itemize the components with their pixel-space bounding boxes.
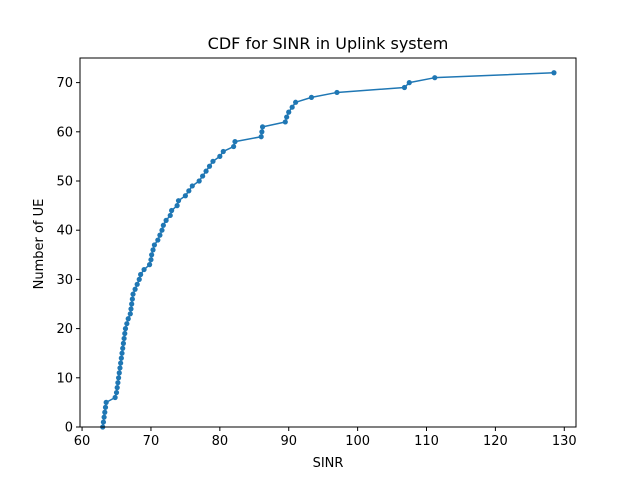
y-tick-label: 60 [56, 125, 73, 140]
data-point [112, 394, 118, 401]
data-point [129, 296, 135, 302]
data-point [182, 193, 188, 199]
data-point [189, 183, 195, 189]
data-point [169, 207, 175, 214]
y-axis-ticks: 0 10 20 30 40 50 60 70 [56, 76, 80, 436]
data-point [116, 370, 122, 376]
data-point [121, 335, 127, 342]
chart-title: CDF for SINR in Uplink system [208, 34, 449, 53]
y-tick-label: 40 [56, 224, 73, 239]
data-point [432, 75, 438, 81]
data-point [122, 330, 128, 337]
data-point [113, 389, 120, 396]
data-point [115, 375, 122, 381]
x-tick-label: 70 [143, 434, 160, 449]
y-tick-label: 30 [56, 273, 73, 288]
data-point [551, 70, 557, 76]
data-point [141, 266, 147, 273]
data-point [232, 139, 238, 145]
x-tick-label: 110 [414, 434, 439, 449]
data-point [186, 188, 192, 194]
data-point [258, 134, 264, 140]
axes-frame [79, 57, 577, 428]
data-point [117, 365, 123, 371]
data-point [128, 306, 134, 312]
plot-area [79, 57, 577, 430]
data-point [114, 385, 120, 391]
data-point [103, 399, 109, 405]
data-point [203, 168, 209, 174]
x-axis-label: SINR [313, 456, 344, 471]
data-point [100, 419, 107, 425]
data-point [148, 257, 154, 263]
data-point [284, 114, 290, 120]
data-point [118, 355, 124, 361]
data-point [220, 148, 226, 155]
data-point [118, 360, 124, 366]
data-point [157, 232, 163, 238]
data-point [406, 80, 412, 86]
data-point [159, 227, 165, 233]
data-point [150, 247, 156, 253]
data-point [124, 321, 130, 327]
data-point [286, 109, 292, 115]
data-point [155, 237, 161, 243]
y-tick-label: 20 [56, 322, 73, 337]
data-point [231, 143, 237, 150]
data-point [174, 203, 180, 209]
y-tick-label: 10 [56, 371, 73, 386]
data-point [196, 178, 202, 184]
data-point [138, 271, 144, 278]
data-point [167, 212, 173, 219]
data-point [151, 242, 157, 248]
x-tick-label: 130 [552, 434, 577, 449]
data-point [120, 340, 126, 346]
data-point [200, 173, 206, 179]
y-tick-label: 50 [56, 175, 73, 190]
y-tick-label: 0 [65, 421, 73, 436]
data-point [120, 345, 126, 351]
data-point [146, 262, 153, 268]
data-point [160, 222, 166, 228]
data-point [149, 252, 155, 258]
data-point [334, 89, 340, 96]
data-point [293, 99, 299, 105]
data-point [132, 286, 138, 292]
data-point [101, 414, 107, 420]
data-point [119, 350, 125, 356]
data-point [175, 198, 182, 204]
data-point [115, 380, 121, 386]
data-point [129, 301, 135, 307]
data-point [136, 276, 142, 282]
data-point [401, 84, 408, 91]
x-axis-ticks: 60 70 80 90 100 110 120 130 [74, 427, 577, 449]
data-point [259, 129, 265, 135]
data-point [122, 326, 129, 332]
x-tick-label: 60 [74, 434, 91, 449]
data-point [289, 104, 295, 110]
data-point [125, 316, 131, 322]
data-point [127, 311, 133, 317]
x-tick-label: 90 [280, 434, 297, 449]
data-point [163, 217, 169, 223]
x-tick-label: 120 [483, 434, 508, 449]
data-point [130, 291, 136, 297]
data-point [308, 94, 315, 100]
x-tick-label: 80 [212, 434, 229, 449]
data-point [102, 409, 108, 415]
data-point [206, 163, 213, 169]
data-point [134, 281, 140, 287]
data-point [217, 153, 223, 159]
data-point [282, 119, 288, 125]
y-tick-label: 70 [56, 76, 73, 91]
x-tick-label: 100 [345, 434, 370, 449]
data-point [259, 124, 266, 130]
data-point [102, 404, 109, 410]
data-point [210, 158, 216, 164]
y-axis-label: Number of UE [32, 199, 47, 290]
